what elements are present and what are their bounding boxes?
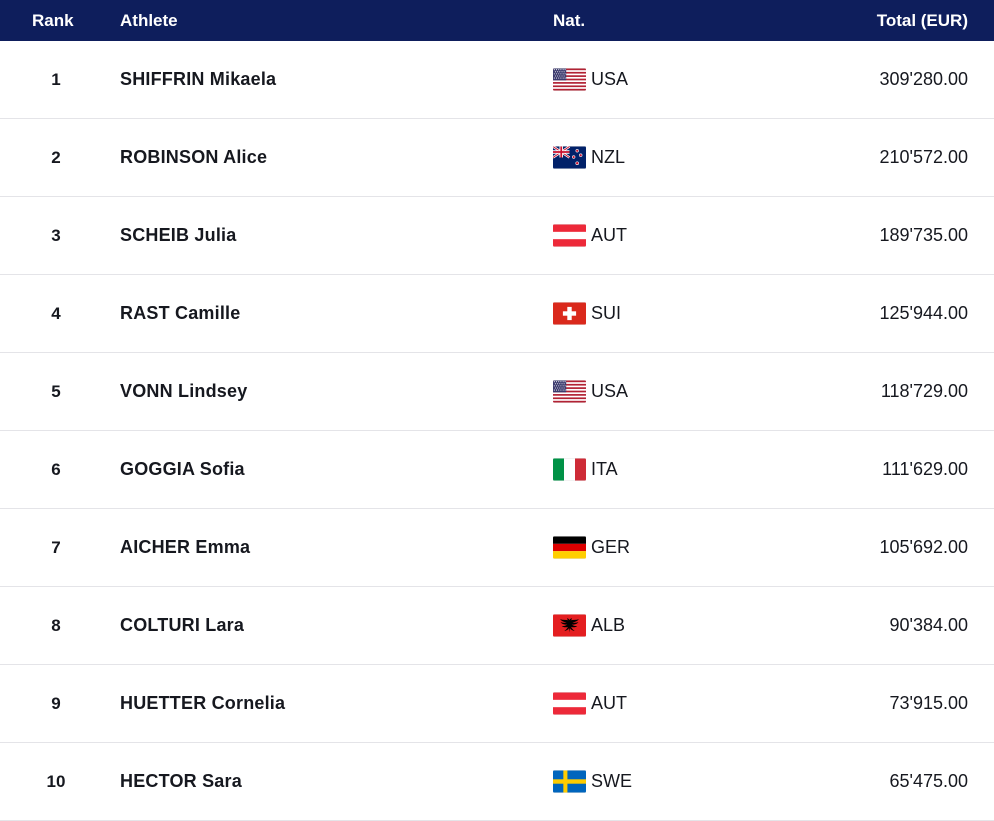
- header-nation: Nat.: [553, 10, 586, 30]
- total-amount: 189'735.00: [879, 225, 968, 245]
- nation-code: AUT: [591, 693, 627, 713]
- ger-flag-icon: [553, 536, 586, 559]
- nation-code: ITA: [591, 459, 618, 479]
- total-amount: 118'729.00: [880, 381, 968, 401]
- nation-cell: SWE: [553, 770, 793, 793]
- nation-cell: GER: [553, 536, 793, 559]
- nation-cell: SUI: [553, 302, 793, 325]
- nation-code: NZL: [591, 147, 626, 167]
- nation-code: GER: [591, 537, 631, 557]
- table-row[interactable]: 3 SCHEIB Julia AUT 189'735.00: [0, 197, 994, 275]
- nation-code: AUT: [591, 225, 627, 245]
- nation-cell: USA: [553, 68, 793, 91]
- table-row[interactable]: 1 SHIFFRIN Mikaela USA 309'280.00: [0, 41, 994, 119]
- athlete-name: SHIFFRIN Mikaela: [120, 69, 277, 89]
- total-amount: 90'384.00: [889, 615, 968, 635]
- total-amount: 105'692.00: [879, 537, 968, 557]
- header-total: Total (EUR): [876, 10, 968, 30]
- swe-flag-icon: [553, 770, 586, 793]
- rank-cell: 7: [51, 537, 61, 557]
- total-amount: 65'475.00: [889, 771, 968, 791]
- table-row[interactable]: 10 HECTOR Sara SWE 65'475.00: [0, 743, 994, 821]
- nation-cell: ITA: [553, 458, 793, 481]
- header-rank: Rank: [32, 10, 74, 30]
- table-row[interactable]: 4 RAST Camille SUI 125'944.00: [0, 275, 994, 353]
- athlete-name: AICHER Emma: [120, 537, 251, 557]
- table-row[interactable]: 6 GOGGIA Sofia ITA 111'629.00: [0, 431, 994, 509]
- athlete-name: HUETTER Cornelia: [120, 693, 286, 713]
- header-athlete: Athlete: [120, 10, 178, 30]
- table-row[interactable]: 7 AICHER Emma GER 105'692.00: [0, 509, 994, 587]
- athlete-name: SCHEIB Julia: [120, 225, 237, 245]
- total-amount: 125'944.00: [879, 303, 968, 323]
- aut-flag-icon: [553, 224, 586, 247]
- rank-cell: 1: [51, 69, 61, 89]
- total-amount: 210'572.00: [879, 147, 968, 167]
- total-amount: 73'915.00: [889, 693, 968, 713]
- table-row[interactable]: 5 VONN Lindsey USA 118'729.00: [0, 353, 994, 431]
- nation-cell: NZL: [553, 146, 793, 169]
- nation-code: USA: [591, 69, 629, 89]
- nation-cell: AUT: [553, 692, 793, 715]
- nation-code: ALB: [591, 615, 626, 635]
- table-row[interactable]: 2 ROBINSON Alice NZL 210'572.00: [0, 119, 994, 197]
- usa-flag-icon: [553, 68, 586, 91]
- nation-cell: ALB: [553, 614, 793, 637]
- rank-cell: 10: [46, 771, 66, 791]
- nation-code: SWE: [591, 771, 633, 791]
- rank-cell: 6: [51, 459, 61, 479]
- nzl-flag-icon: [553, 146, 586, 169]
- rank-cell: 3: [51, 225, 61, 245]
- rank-cell: 9: [51, 693, 61, 713]
- ita-flag-icon: [553, 458, 586, 481]
- athlete-name: GOGGIA Sofia: [120, 459, 245, 479]
- athlete-name: COLTURI Lara: [120, 615, 245, 635]
- athlete-name: VONN Lindsey: [120, 381, 248, 401]
- athlete-name: HECTOR Sara: [120, 771, 242, 791]
- table-header: Rank Athlete Nat. Total (EUR): [0, 0, 994, 41]
- table-body: 1 SHIFFRIN Mikaela USA 309'280.00 2 ROBI…: [0, 41, 994, 821]
- usa-flag-icon: [553, 380, 586, 403]
- athlete-name: RAST Camille: [120, 303, 241, 323]
- alb-flag-icon: [553, 614, 586, 637]
- rank-cell: 4: [51, 303, 61, 323]
- rank-cell: 8: [51, 615, 61, 635]
- sui-flag-icon: [553, 302, 586, 325]
- rank-cell: 2: [51, 147, 61, 167]
- aut-flag-icon: [553, 692, 586, 715]
- nation-code: SUI: [591, 303, 622, 323]
- rank-cell: 5: [51, 381, 61, 401]
- nation-code: USA: [591, 381, 629, 401]
- table-row[interactable]: 8 COLTURI Lara ALB 90'384.00: [0, 587, 994, 665]
- table-row[interactable]: 9 HUETTER Cornelia AUT 73'915.00: [0, 665, 994, 743]
- nation-cell: AUT: [553, 224, 793, 247]
- nation-cell: USA: [553, 380, 793, 403]
- athlete-name: ROBINSON Alice: [120, 147, 268, 167]
- total-amount: 111'629.00: [882, 459, 968, 479]
- total-amount: 309'280.00: [879, 69, 968, 89]
